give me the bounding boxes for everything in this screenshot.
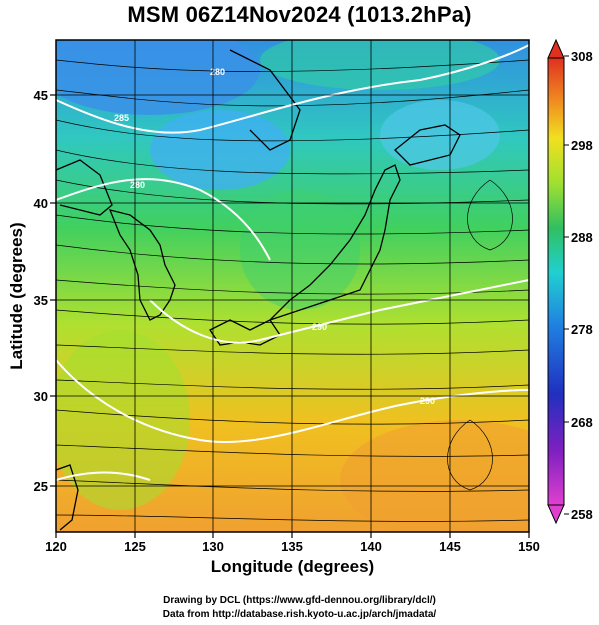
- colorbar-ticks: [564, 55, 569, 515]
- y-axis-label: Latitude (degrees): [7, 222, 26, 370]
- contour-label: 280: [130, 180, 145, 190]
- x-tick-label: 140: [360, 539, 382, 554]
- x-tick-label: 130: [202, 539, 224, 554]
- colorbar: 258 268 278 288 298 308: [547, 38, 593, 525]
- x-tick-label: 125: [124, 539, 146, 554]
- colorbar-bottom-arrow: [547, 504, 565, 525]
- colorbar-label: 278: [571, 322, 593, 337]
- x-axis-label: Longitude (degrees): [210, 557, 375, 576]
- colorbar-top-arrow: [547, 38, 565, 59]
- lat-lon-grid: [56, 40, 529, 532]
- colorbar-label: 288: [571, 230, 593, 245]
- x-tick-label: 145: [439, 539, 461, 554]
- contour-label: 280: [210, 67, 225, 77]
- colorbar-label: 258: [571, 507, 593, 522]
- contour-label-group: 285 280 290 280 290: [114, 67, 435, 406]
- y-tick-labels: 25 30 35 40 45: [34, 88, 48, 494]
- colorbar-gradient: [547, 57, 565, 506]
- y-tick-label: 35: [34, 293, 48, 308]
- colorbar-label: 298: [571, 138, 593, 153]
- y-tick-marks: [50, 94, 56, 487]
- colorbar-label: 268: [571, 415, 593, 430]
- x-tick-marks: [55, 532, 530, 538]
- x-tick-label: 135: [281, 539, 303, 554]
- y-tick-label: 45: [34, 88, 48, 103]
- contour-label: 290: [420, 396, 435, 406]
- contour-label: 285: [114, 113, 129, 123]
- temperature-patches: [56, 40, 529, 532]
- credit-drawing: Drawing by DCL (https://www.gfd-dennou.o…: [163, 595, 436, 606]
- colorbar-label: 308: [571, 49, 593, 64]
- y-tick-label: 40: [34, 196, 48, 211]
- y-tick-label: 30: [34, 389, 48, 404]
- colorbar-labels: 258 268 278 288 298 308: [571, 49, 593, 522]
- contour-label: 290: [312, 322, 327, 332]
- map-title: MSM 06Z14Nov2024 (1013.2hPa): [127, 2, 472, 27]
- x-tick-label: 120: [45, 539, 67, 554]
- y-tick-label: 25: [34, 479, 48, 494]
- credit-data: Data from http://database.rish.kyoto-u.a…: [162, 609, 437, 620]
- temperature-contours: [56, 44, 529, 481]
- x-tick-label: 150: [518, 539, 540, 554]
- x-tick-labels: 120 125 130 135 140 145 150: [45, 539, 540, 554]
